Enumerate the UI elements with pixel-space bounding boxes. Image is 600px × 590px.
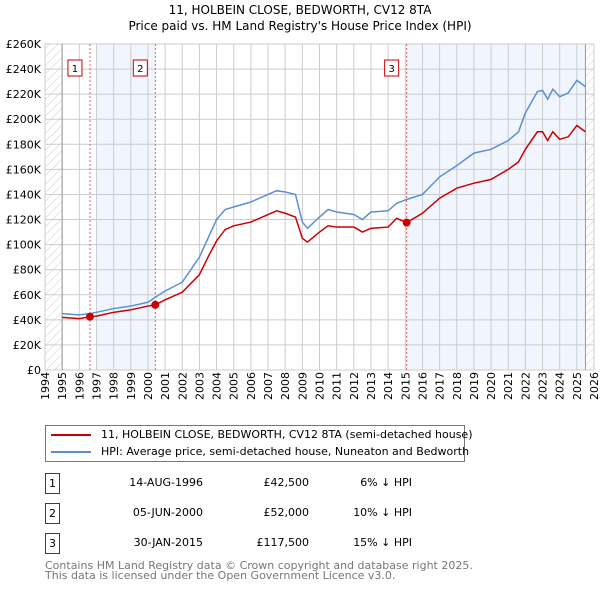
sale-date: 30-JAN-2015 bbox=[133, 536, 203, 549]
x-tick-label: 2001 bbox=[159, 372, 172, 400]
sale-number: 3 bbox=[45, 533, 60, 554]
y-tick-label: £200K bbox=[6, 113, 42, 126]
x-tick-label: 2008 bbox=[279, 372, 292, 400]
legend-label: 11, HOLBEIN CLOSE, BEDWORTH, CV12 8TA (s… bbox=[101, 428, 473, 441]
sale-marker-label: 3 bbox=[388, 64, 394, 75]
sale-hpi-diff: 6% ↓ HPI bbox=[360, 476, 412, 489]
x-tick-label: 1997 bbox=[90, 372, 103, 400]
footer: Contains HM Land Registry data © Crown c… bbox=[45, 559, 473, 582]
x-tick-label: 2020 bbox=[485, 372, 498, 400]
x-tick-label: 1996 bbox=[73, 372, 86, 400]
x-tick-label: 2010 bbox=[314, 372, 327, 400]
sale-marker-box bbox=[67, 59, 83, 77]
x-tick-label: 2009 bbox=[296, 372, 309, 400]
sale-point bbox=[151, 300, 160, 309]
sale-number: 1 bbox=[45, 473, 60, 494]
legend: 11, HOLBEIN CLOSE, BEDWORTH, CV12 8TA (s… bbox=[45, 425, 473, 462]
legend-label: HPI: Average price, semi-detached house,… bbox=[101, 445, 470, 458]
x-tick-label: 2000 bbox=[142, 372, 155, 400]
x-tick-label: 2004 bbox=[211, 372, 224, 400]
x-tick-label: 2002 bbox=[176, 372, 189, 400]
y-tick-label: £60K bbox=[13, 289, 42, 302]
y-tick-label: £220K bbox=[6, 88, 42, 101]
chart-title: 11, HOLBEIN CLOSE, BEDWORTH, CV12 8TA bbox=[169, 3, 433, 17]
x-tick-label: 2026 bbox=[588, 372, 600, 400]
legend-swatch-blue bbox=[51, 451, 91, 453]
sale-row: 3 30-JAN-2015 £117,500 15% ↓ HPI bbox=[45, 533, 412, 554]
x-tick-label: 2013 bbox=[365, 372, 378, 400]
x-tick-label: 2025 bbox=[571, 372, 584, 400]
x-tick-label: 2012 bbox=[348, 372, 361, 400]
x-tick-label: 2024 bbox=[554, 372, 567, 400]
y-tick-label: £160K bbox=[6, 163, 42, 176]
x-tick-label: 2018 bbox=[451, 372, 464, 400]
footer-line2: This data is licensed under the Open Gov… bbox=[45, 569, 396, 582]
sale-row: 1 14-AUG-1996 £42,500 6% ↓ HPI bbox=[45, 473, 412, 494]
y-tick-label: £180K bbox=[6, 138, 42, 151]
x-tick-label: 2011 bbox=[331, 372, 344, 400]
y-tick-label: £100K bbox=[6, 239, 42, 252]
sale-price: £42,500 bbox=[263, 476, 310, 489]
x-tick-label: 2021 bbox=[502, 372, 515, 400]
x-tick-label: 1994 bbox=[39, 372, 52, 400]
sale-hpi-diff: 15% ↓ HPI bbox=[353, 536, 412, 549]
y-tick-label: £240K bbox=[6, 63, 42, 76]
x-tick-label: 2003 bbox=[193, 372, 206, 400]
x-tick-label: 2017 bbox=[434, 372, 447, 400]
shaded-range bbox=[96, 44, 156, 370]
sale-number: 2 bbox=[45, 503, 60, 524]
x-tick-label: 2006 bbox=[245, 372, 258, 400]
sale-marker-label: 1 bbox=[72, 64, 78, 75]
sale-date: 05-JUN-2000 bbox=[132, 506, 203, 519]
x-tick-label: 2016 bbox=[416, 372, 429, 400]
sale-point bbox=[85, 312, 94, 321]
x-tick-label: 2014 bbox=[382, 372, 395, 400]
y-tick-label: £80K bbox=[13, 264, 42, 277]
y-tick-label: £20K bbox=[13, 339, 42, 352]
x-tick-label: 2007 bbox=[262, 372, 275, 400]
y-tick-label: £260K bbox=[6, 38, 42, 51]
hatched-range bbox=[585, 44, 594, 370]
x-tick-label: 1998 bbox=[108, 372, 121, 400]
y-tick-label: £0 bbox=[27, 364, 41, 377]
chart-subtitle: Price paid vs. HM Land Registry's House … bbox=[128, 19, 471, 33]
sale-marker-box bbox=[132, 59, 148, 77]
price-chart: 11, HOLBEIN CLOSE, BEDWORTH, CV12 8TA Pr… bbox=[6, 3, 600, 400]
sale-price: £117,500 bbox=[256, 536, 310, 549]
x-tick-label: 2015 bbox=[399, 372, 412, 400]
hatched-range bbox=[45, 44, 63, 370]
series-line bbox=[62, 124, 586, 320]
x-tick-label: 2019 bbox=[468, 372, 481, 400]
y-tick-label: £40K bbox=[13, 314, 42, 327]
x-tick-label: 2023 bbox=[537, 372, 550, 400]
sale-point bbox=[402, 218, 411, 227]
legend-swatch-red bbox=[51, 434, 91, 436]
x-tick-label: 1995 bbox=[56, 372, 69, 400]
x-tick-label: 2005 bbox=[228, 372, 241, 400]
y-tick-label: £120K bbox=[6, 214, 42, 227]
sale-marker-label: 2 bbox=[137, 64, 143, 75]
sale-row: 2 05-JUN-2000 £52,000 10% ↓ HPI bbox=[45, 503, 412, 524]
footer-line1: Contains HM Land Registry data © Crown c… bbox=[45, 559, 473, 572]
x-tick-label: 1999 bbox=[125, 372, 138, 400]
sale-price: £52,000 bbox=[263, 506, 310, 519]
x-tick-label: 2022 bbox=[519, 372, 532, 400]
sale-marker-box bbox=[384, 59, 400, 77]
sale-hpi-diff: 10% ↓ HPI bbox=[353, 506, 412, 519]
series-line bbox=[62, 79, 586, 316]
y-tick-label: £140K bbox=[6, 188, 42, 201]
sale-date: 14-AUG-1996 bbox=[129, 476, 203, 489]
shaded-range bbox=[406, 44, 586, 370]
